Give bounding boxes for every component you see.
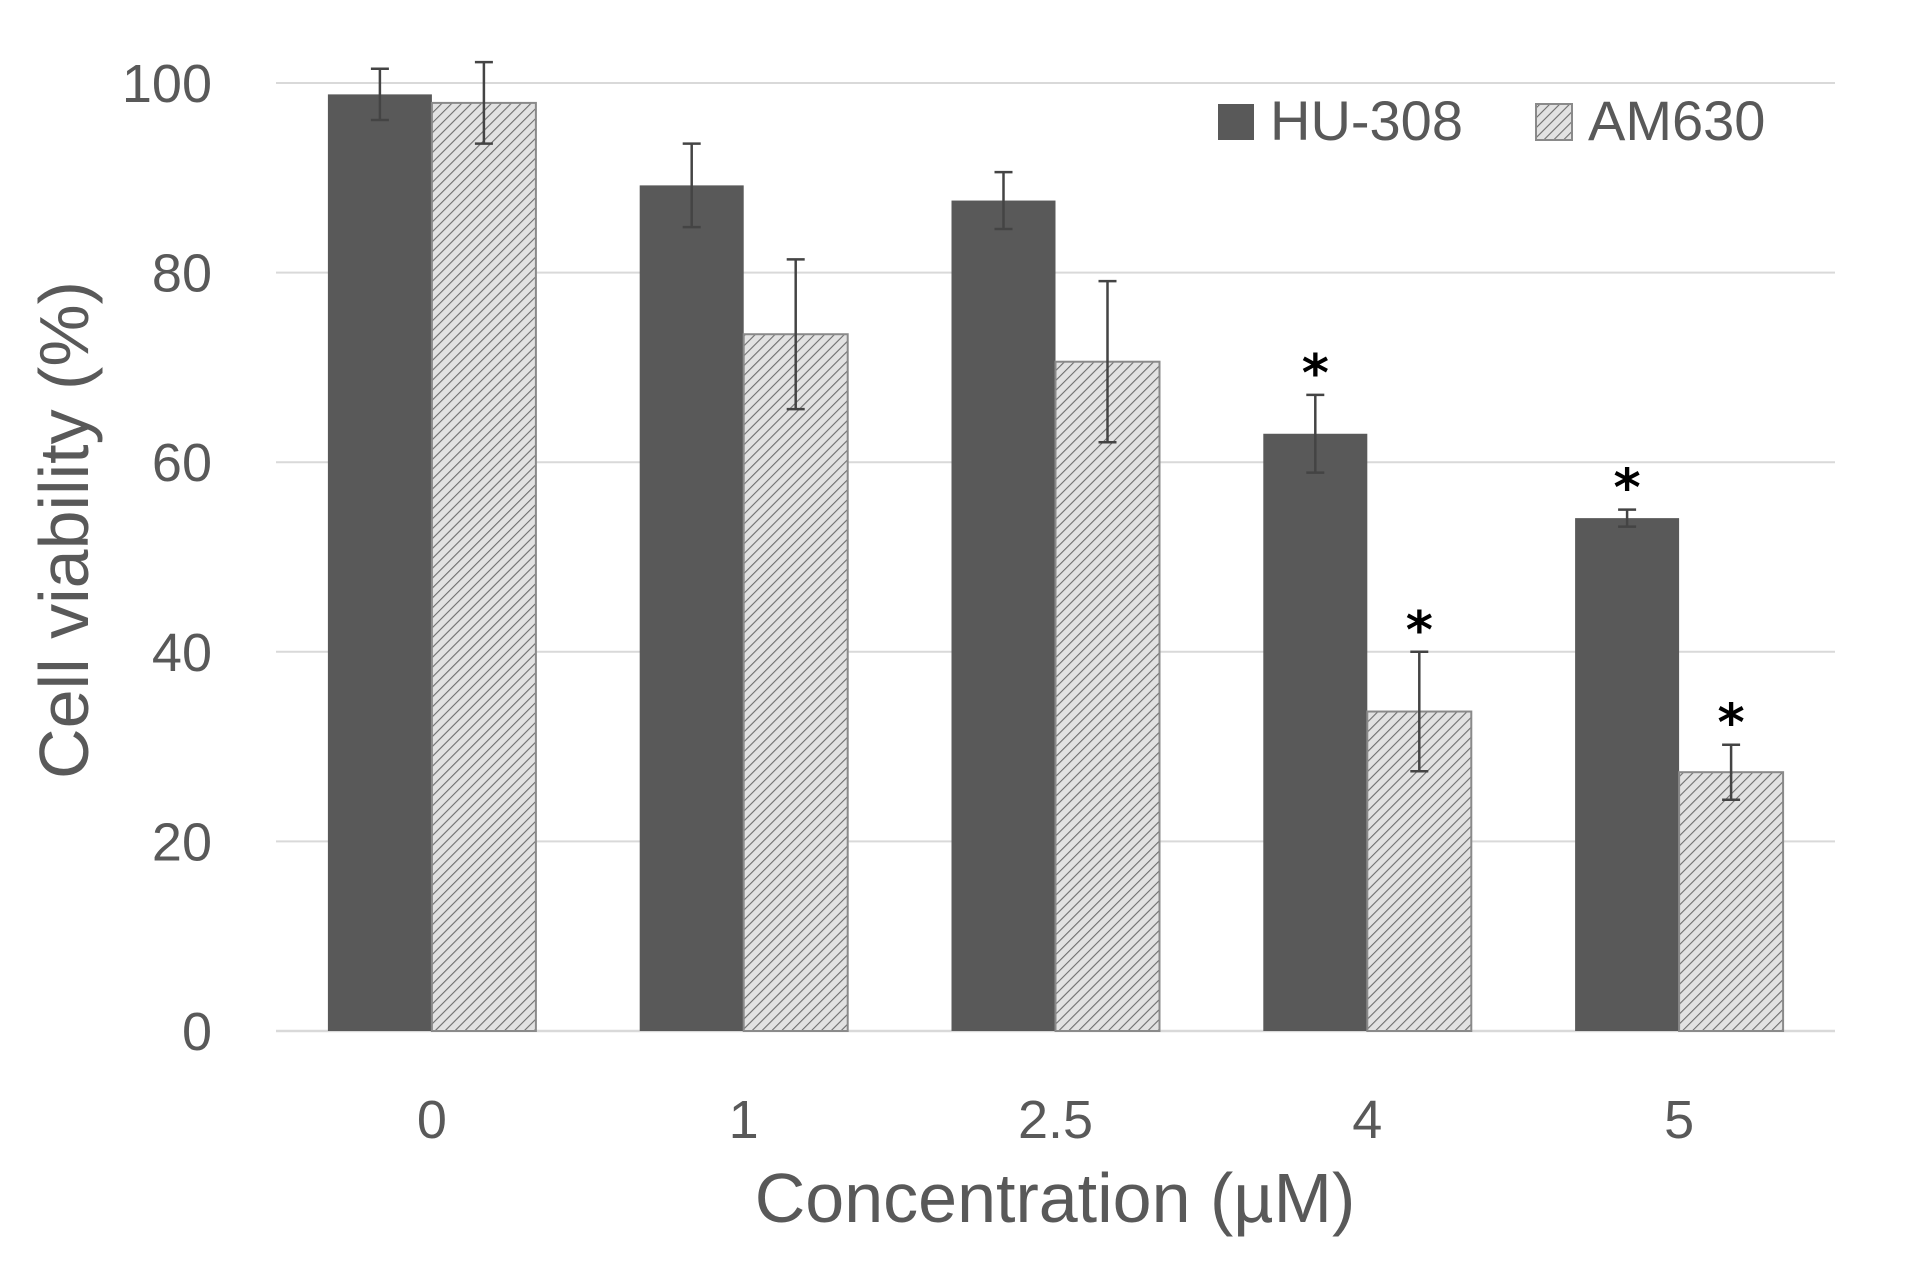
x-tick-labels: 0 1 2.5 4 5 xyxy=(417,1090,1694,1150)
y-axis-title: Cell viability (%) xyxy=(25,281,103,779)
x-tick-label: 2.5 xyxy=(1018,1090,1093,1150)
bar-hu-308 xyxy=(639,185,744,1031)
significance-marker: * xyxy=(1613,459,1640,519)
significance-markers: * * * * xyxy=(1302,344,1745,754)
legend-label-hu-308: HU-308 xyxy=(1270,89,1463,152)
legend-swatch-hu-308 xyxy=(1218,104,1254,140)
y-tick-label: 0 xyxy=(182,1002,212,1062)
bar-hu-308 xyxy=(951,200,1056,1031)
legend-swatch-am630 xyxy=(1535,103,1573,141)
x-tick-label: 4 xyxy=(1352,1090,1382,1150)
significance-marker: * xyxy=(1302,344,1329,404)
error-bar-am630 xyxy=(1098,279,1117,444)
x-tick-label: 5 xyxy=(1664,1090,1694,1150)
bar-hu-308 xyxy=(1575,518,1680,1031)
error-bar-hu-308 xyxy=(370,67,389,122)
y-tick-label: 60 xyxy=(152,433,212,493)
y-tick-label: 20 xyxy=(152,812,212,872)
bar-am630 xyxy=(1678,771,1785,1032)
error-bar-am630 xyxy=(786,258,805,411)
error-bar-hu-308 xyxy=(994,170,1013,231)
x-axis-title: Concentration (µM) xyxy=(755,1159,1356,1237)
error-bar-am630 xyxy=(1722,743,1741,801)
error-bar-hu-308 xyxy=(1618,508,1637,528)
significance-marker: * xyxy=(1406,601,1433,661)
error-bar-hu-308 xyxy=(682,142,701,229)
error-bar-hu-308 xyxy=(1306,393,1325,474)
y-tick-label: 100 xyxy=(122,54,212,114)
x-tick-label: 1 xyxy=(729,1090,759,1150)
legend-label-am630: AM630 xyxy=(1588,89,1765,152)
error-bar-am630 xyxy=(1410,650,1429,773)
bar-am630 xyxy=(1054,360,1161,1033)
y-tick-label: 80 xyxy=(152,244,212,304)
x-tick-label: 0 xyxy=(417,1090,447,1150)
bar-am630 xyxy=(430,101,537,1032)
legend: HU-308 AM630 xyxy=(1218,89,1765,152)
error-bar-am630 xyxy=(474,60,493,145)
bar-am630 xyxy=(742,333,849,1033)
y-tick-label: 40 xyxy=(152,623,212,683)
bars xyxy=(327,94,1785,1033)
y-tick-labels: 0 20 40 60 80 100 xyxy=(122,54,212,1062)
bar-hu-308 xyxy=(1263,433,1368,1031)
bar-hu-308 xyxy=(327,94,432,1032)
error-bars xyxy=(370,60,1741,801)
significance-marker: * xyxy=(1717,694,1744,754)
